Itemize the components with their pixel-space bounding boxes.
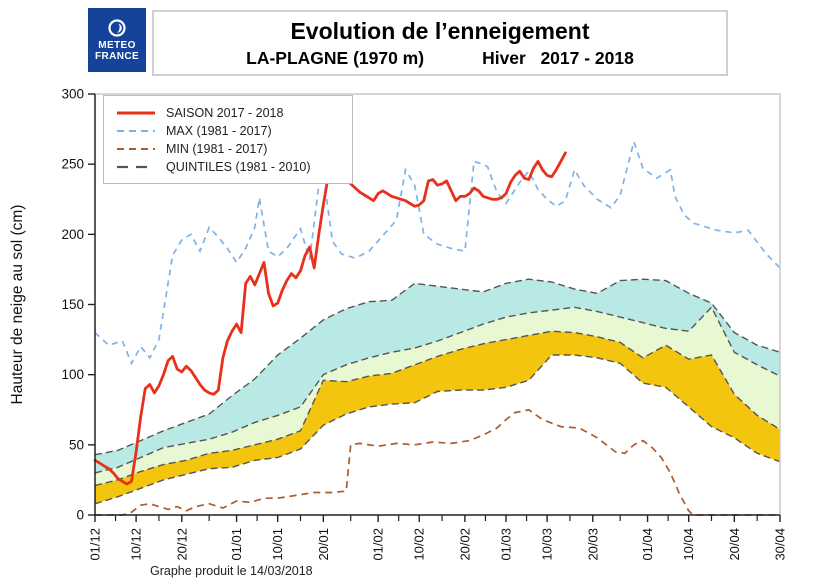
y-tick-label: 100 (61, 367, 84, 382)
logo-text-line1: METEO (98, 40, 136, 51)
station-label: LA-PLAGNE (1970 m) (246, 47, 425, 68)
x-tick-label: 01/12 (88, 528, 103, 561)
logo-text-line2: FRANCE (94, 51, 140, 62)
x-tick-label: 20/04 (727, 528, 742, 561)
meteo-france-globe-icon (108, 19, 126, 37)
quintile-band-40-60 (95, 307, 780, 486)
x-tick-label: 10/01 (270, 528, 285, 561)
y-tick-label: 0 (76, 508, 84, 523)
plot-frame (95, 93, 781, 515)
q80-quintile-line (94, 278, 781, 456)
x-tick-label: 30/04 (773, 528, 788, 561)
chart-legend: SAISON 2017 - 2018 MAX (1981 - 2017) MIN… (103, 95, 353, 184)
q40-quintile-line (94, 330, 781, 487)
y-tick-label: 300 (61, 87, 84, 102)
x-tick-label: 10/12 (129, 528, 144, 561)
page-title: Evolution de l’enneigement (290, 17, 590, 44)
legend-item-saison: SAISON 2017 - 2018 (116, 104, 342, 122)
y-tick-label: 250 (61, 157, 84, 172)
y-axis-title: Hauteur de neige au sol (cm) (9, 205, 26, 405)
max-line-swatch-icon (117, 130, 155, 132)
x-tick-label: 20/01 (316, 528, 331, 561)
x-tick-label: 10/03 (540, 528, 555, 561)
y-tick-label: 50 (69, 437, 84, 452)
min-line-swatch-icon (117, 148, 155, 150)
q60-quintile-line (94, 306, 781, 474)
quintile-band-20-40 (95, 331, 780, 504)
legend-label-max: MAX (1981 - 2017) (166, 124, 272, 138)
x-tick-label: 20/03 (585, 528, 600, 561)
quintile-band-60-80 (95, 279, 780, 473)
legend-item-quintiles: QUINTILES (1981 - 2010) (116, 158, 342, 176)
season-label: Hiver 2017 - 2018 (482, 47, 634, 68)
x-tick-label: 01/01 (229, 528, 244, 561)
y-tick-label: 200 (61, 227, 84, 242)
y-axis: 0 50 100 150 200 250 300 Hauteur de neige au so… (9, 87, 95, 523)
meteo-france-logo: METEO FRANCE (88, 8, 146, 72)
x-tick-label: 20/02 (457, 528, 472, 561)
x-tick-label: 01/03 (499, 528, 514, 561)
legend-item-min: MIN (1981 - 2017) (116, 140, 342, 158)
x-tick-label: 01/02 (371, 528, 386, 561)
legend-label-saison: SAISON 2017 - 2018 (166, 106, 284, 120)
x-axis: 01/12 10/12 20/12 01/01 10/01 20/01 01/02 10/02… (88, 515, 788, 561)
legend-label-min: MIN (1981 - 2017) (166, 142, 268, 156)
y-tick-label: 150 (61, 297, 84, 312)
max-line (94, 138, 781, 366)
x-tick-label: 10/04 (681, 528, 696, 561)
x-tick-label: 10/02 (412, 528, 427, 561)
q20-quintile-line (94, 354, 781, 505)
graph-production-date: Graphe produit le 14/03/2018 (150, 564, 313, 578)
min-line (95, 408, 780, 516)
legend-label-quintiles: QUINTILES (1981 - 2010) (166, 160, 311, 174)
title-box: Evolution de l’enneigement LA-PLAGNE (19… (152, 10, 728, 76)
x-tick-label: 01/04 (640, 528, 655, 561)
legend-item-max: MAX (1981 - 2017) (116, 122, 342, 140)
page-subtitle: LA-PLAGNE (1970 m) Hiver 2017 - 2018 (246, 48, 634, 69)
saison-line-swatch-icon (117, 111, 155, 115)
quintiles-line-swatch-icon (117, 165, 155, 169)
x-tick-label: 20/12 (174, 528, 189, 561)
